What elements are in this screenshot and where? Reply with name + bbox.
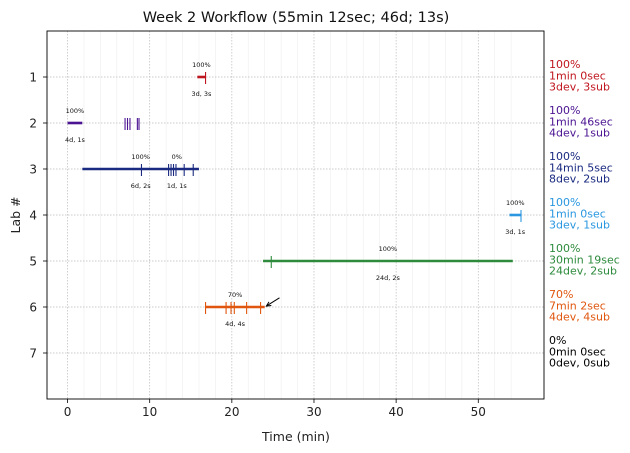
y-tick-label: 3 [29,163,37,177]
side-label-line: 4dev, 1sub [549,127,610,140]
side-label-line: 100% [549,58,580,71]
side-label-line: 30min 19sec [549,253,620,266]
x-axis-title: Time (min) [261,429,330,444]
side-label-line: 3dev, 1sub [549,219,610,232]
side-label-line: 70% [549,288,573,301]
y-tick-label: 5 [29,255,37,269]
side-label-line: 100% [549,104,580,117]
side-label-line: 3dev, 3sub [549,81,610,94]
count-label: 3d, 3s [191,90,212,98]
grid-lines [47,31,544,399]
side-label-line: 100% [549,150,580,163]
pct-label: 100% [66,107,85,115]
count-label: 24d, 2s [376,274,401,282]
y-tick-label: 4 [29,209,37,223]
pct-label: 0% [172,153,182,161]
pct-label: 100% [506,199,525,207]
side-label-line: 0min 0sec [549,345,606,358]
side-label-line: 1min 46sec [549,115,613,128]
x-tick-label: 40 [388,405,403,419]
pct-label: 100% [192,61,211,69]
y-tick-label: 7 [29,347,37,361]
x-tick-label: 20 [224,405,239,419]
plot-frame [46,30,545,400]
side-label-line: 1min 0sec [549,207,606,220]
chart-title: Week 2 Workflow (55min 12sec; 46d; 13s) [143,10,450,26]
arrow-shaft [266,297,280,307]
y-axis-title: Lab # [8,196,23,233]
count-label: 4d, 1s [65,136,86,144]
x-tick-label: 50 [471,405,486,419]
side-label-line: 4dev, 4sub [549,311,610,324]
side-label-line: 24dev, 2sub [549,265,617,278]
axis-ticks: 0 10 20 30 40 50 1 2 3 4 5 6 7 [29,71,486,420]
count-label: 4d, 4s [225,320,246,328]
side-label-line: 1min 0sec [549,69,606,82]
side-label-line: 100% [549,196,580,209]
side-label-line: 14min 5sec [549,161,613,174]
y-tick-label: 1 [29,71,37,85]
side-label-line: 8dev, 2sub [549,173,610,186]
side-label-line: 0% [549,334,566,347]
x-tick-label: 0 [64,405,72,419]
count-label: 3d, 1s [505,228,526,236]
y-tick-label: 6 [29,301,37,315]
side-label-line: 100% [549,242,580,255]
count-label: 6d, 2s [131,182,152,190]
y-tick-label: 2 [29,117,37,131]
pct-label: 70% [228,291,242,299]
arrow-head [265,301,272,307]
side-label-line: 0dev, 0sub [549,357,610,370]
side-label-line: 7min 2sec [549,299,606,312]
timeline-marks: 100% 3d, 3s 100% 4d, 1s 100% 6d, 2s 100% 3d, 1s… [65,61,526,328]
x-tick-label: 10 [142,405,157,419]
count-label: 1d, 1s [167,182,188,190]
x-tick-label: 30 [306,405,321,419]
pct-label: 100% [379,245,398,253]
pct-label: 100% [131,153,150,161]
